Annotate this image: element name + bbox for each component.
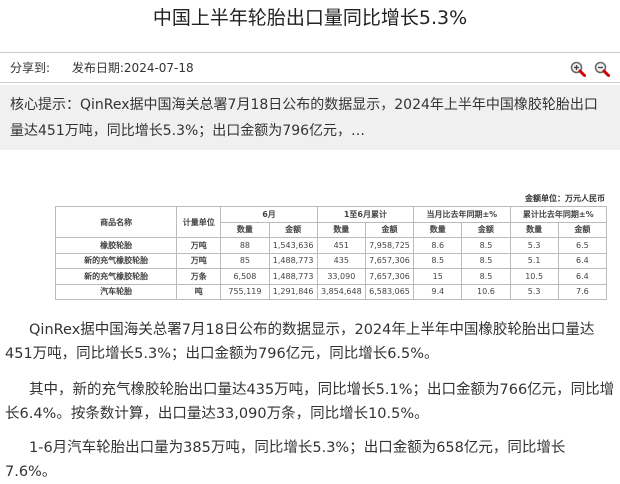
header-unit: 计量单位 <box>176 206 222 238</box>
cell-value: 8.5 <box>461 268 511 285</box>
header-name: 商品名称 <box>54 206 178 238</box>
cell-unit: 万吨 <box>176 252 222 269</box>
cell-value: 6,583,065 <box>364 283 415 300</box>
subheader: 金额 <box>268 221 318 238</box>
cell-value: 33,090 <box>316 268 366 285</box>
cell-value: 5.3 <box>509 283 559 300</box>
header-group: 当月比去年同期±% <box>413 206 511 223</box>
cell-value: 8.5 <box>461 237 511 254</box>
cell-value: 5.3 <box>509 237 559 254</box>
data-table-image: 金额单位：万元人民币 商品名称 计量单位 6月 1至6月累计 当月比去年同期±%… <box>54 192 608 300</box>
cell-unit: 吨 <box>176 283 222 300</box>
zoom-out-icon[interactable] <box>594 61 610 77</box>
data-table: 商品名称 计量单位 6月 1至6月累计 当月比去年同期±% 累计比去年同期±% … <box>54 206 608 300</box>
subheader: 金额 <box>557 221 608 238</box>
cell-value: 755,119 <box>220 283 270 300</box>
subheader: 金额 <box>461 221 511 238</box>
cell-value: 85 <box>220 252 270 269</box>
meta-bar: 分享到: 发布日期:2024-07-18 <box>10 58 610 78</box>
subheader: 金额 <box>364 221 415 238</box>
table-row: 新的充气橡胶轮胎 万吨 85 1,488,773 435 7,657,306 8.5 8.5 5… <box>54 252 608 269</box>
paragraph: QinRex据中国海关总署7月18日公布的数据显示，2024年上半年中国橡胶轮胎… <box>5 322 595 362</box>
cell-value: 10.5 <box>509 268 559 285</box>
cell-value: 1,543,636 <box>268 237 318 254</box>
header-group: 1至6月累计 <box>316 206 415 223</box>
divider <box>0 52 620 53</box>
cell-value: 6.4 <box>557 268 608 285</box>
cell-name: 橡胶轮胎 <box>54 237 178 254</box>
zoom-in-icon[interactable] <box>570 61 586 77</box>
publish-date: 2024-07-18 <box>123 61 194 75</box>
paragraph: 其中，新的充气橡胶轮胎出口量达435万吨，同比增长5.1%；出口金额为766亿元… <box>5 382 615 422</box>
cell-name: 新的充气橡胶轮胎 <box>54 252 178 269</box>
header-group: 6月 <box>220 206 318 223</box>
table-row: 汽车轮胎吨 755,119 1,291,846 3,854,648 6,583,065 9… <box>54 283 608 300</box>
unit-note: 金额单位：万元人民币 <box>525 194 605 203</box>
cell-value: 5.1 <box>509 252 559 269</box>
table-row: 新的充气橡胶轮胎 万条 6,508 1,488,773 33,090 7,657,306 1… <box>54 268 608 285</box>
cell-unit: 万吨 <box>176 237 222 254</box>
cell-value: 6.4 <box>557 252 608 269</box>
cell-value: 435 <box>316 252 366 269</box>
divider <box>0 82 620 83</box>
cell-value: 10.6 <box>461 283 511 300</box>
cell-value: 9.4 <box>413 283 463 300</box>
cell-value: 1,291,846 <box>268 283 318 300</box>
header-group: 累计比去年同期±% <box>509 206 608 223</box>
cell-value: 1,488,773 <box>268 268 318 285</box>
cell-value: 8.5 <box>461 252 511 269</box>
subheader: 数量 <box>413 221 463 238</box>
cell-value: 7,958,725 <box>364 237 415 254</box>
subheader: 数量 <box>509 221 559 238</box>
cell-value: 3,854,648 <box>316 283 366 300</box>
cell-value: 8.5 <box>413 252 463 269</box>
cell-value: 15 <box>413 268 463 285</box>
cell-value: 6,508 <box>220 268 270 285</box>
summary-box: 核心提示：QinRex据中国海关总署7月18日公布的数据显示，2024年上半年中… <box>0 85 620 150</box>
subheader: 数量 <box>316 221 366 238</box>
cell-value: 88 <box>220 237 270 254</box>
cell-value: 8.6 <box>413 237 463 254</box>
share-label: 分享到: <box>10 61 51 75</box>
subheader: 数量 <box>220 221 270 238</box>
cell-name: 汽车轮胎 <box>54 283 178 300</box>
table-row: 橡胶轮胎 万吨 88 1,543,636 451 7,958,725 8.6 8.5 5.3 6.… <box>54 237 608 254</box>
article-title: 中国上半年轮胎出口量同比增长5.3% <box>152 7 468 29</box>
paragraph: 1-6月汽车轮胎出口量为385万吨，同比增长5.3%；出口金额为658亿元，同比… <box>5 440 566 480</box>
cell-value: 7,657,306 <box>364 268 415 285</box>
cell-value: 6.5 <box>557 237 608 254</box>
cell-value: 7,657,306 <box>364 252 415 269</box>
cell-value: 1,488,773 <box>268 252 318 269</box>
cell-unit: 万条 <box>176 268 222 285</box>
cell-value: 7.6 <box>557 283 608 300</box>
date-label: 发布日期: <box>71 61 124 75</box>
cell-name: 新的充气橡胶轮胎 <box>54 268 178 285</box>
cell-value: 451 <box>316 237 366 254</box>
